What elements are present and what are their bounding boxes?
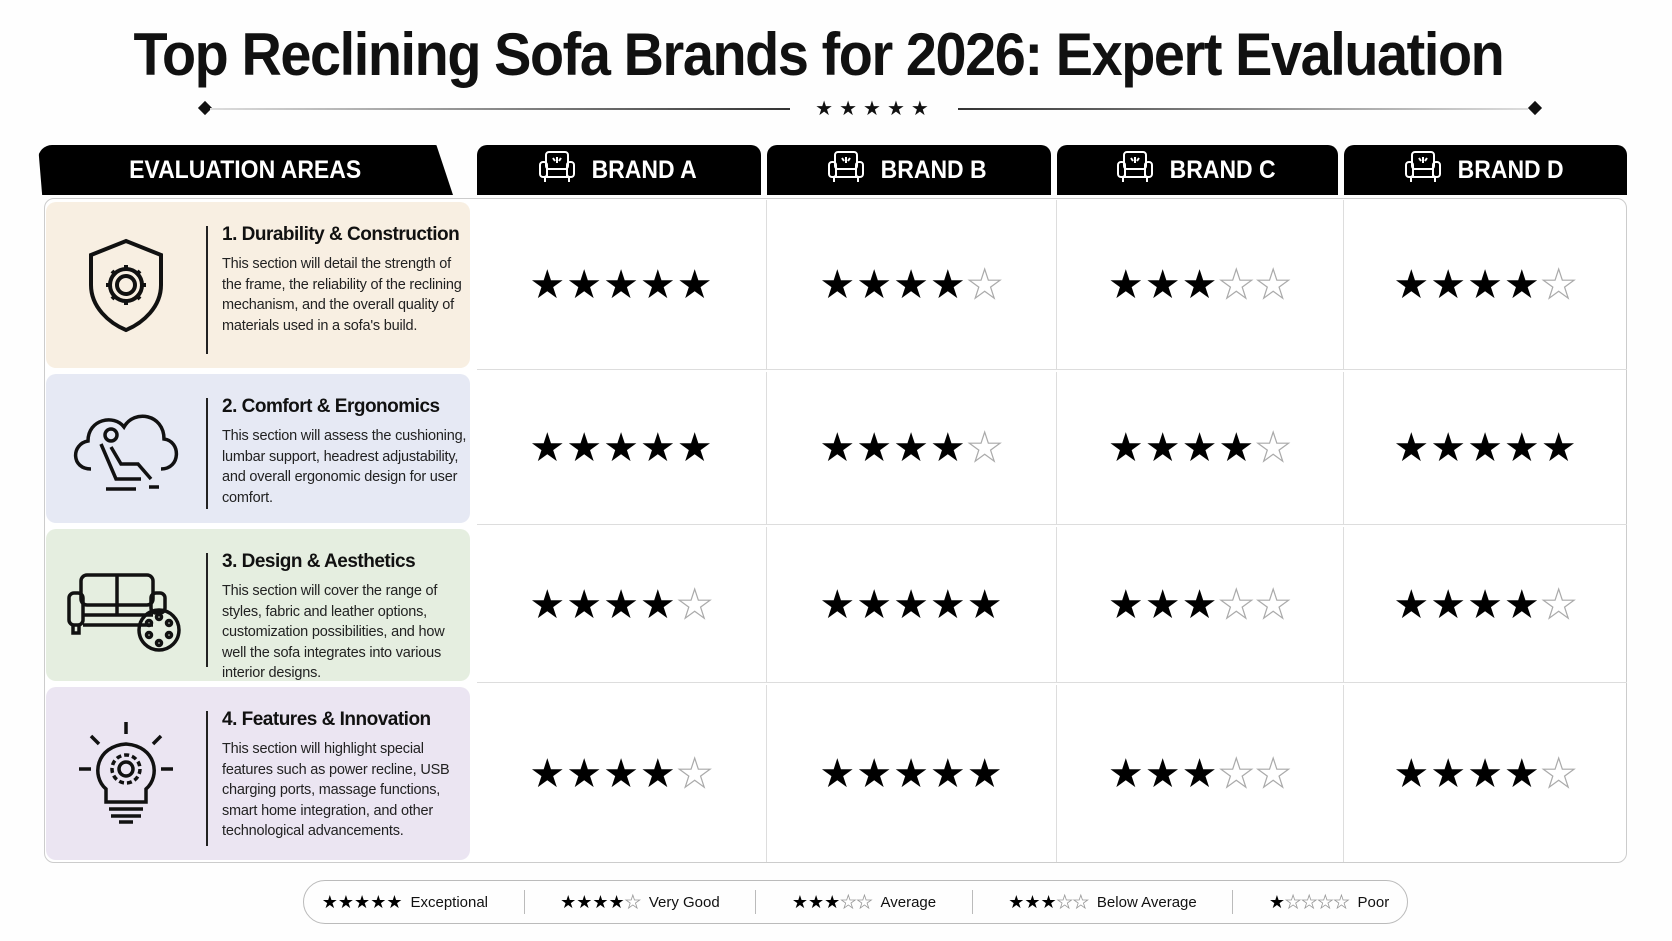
rating-cell: ★★★★★ (1344, 200, 1627, 370)
area-description: This section will highlight special feat… (222, 741, 450, 839)
legend-label: Very Good (648, 893, 720, 911)
armchair-icon (1403, 149, 1453, 192)
armchair-icon (537, 149, 587, 192)
star-rating: ★★★★★ (791, 891, 873, 912)
legend-label: Exceptional (410, 893, 489, 911)
area-description: This section will cover the range of sty… (222, 583, 445, 681)
shield-gear-icon (46, 235, 206, 335)
star-rating: ★★★★★ (560, 891, 641, 912)
star-rating: ★★★★★ (1268, 891, 1350, 912)
title-divider: ★★★★★ (197, 98, 1543, 120)
star-rating: ★★★★★ (1107, 582, 1293, 627)
rating-cell: ★★★★★ (477, 200, 767, 370)
rating-cell: ★★★★★ (1057, 527, 1344, 683)
recliner-cloud-icon (46, 399, 206, 499)
area-title: 4. Features & Innovation (222, 709, 431, 730)
rating-cell: ★★★★★ (1057, 372, 1344, 525)
rating-cell: ★★★★★ (1057, 685, 1344, 862)
brand-header-c: BRAND C (1057, 145, 1338, 195)
star-rating: ★★★★★ (529, 426, 714, 470)
star-rating: ★★★★★ (819, 582, 1004, 627)
rating-cell: ★★★★★ (767, 200, 1057, 370)
rating-cell: ★★★★★ (767, 685, 1057, 862)
star-rating: ★★★★★ (1008, 891, 1089, 912)
evaluation-area-2: 2. Comfort & Ergonomics This section will… (46, 374, 470, 523)
legend-item: ★★★★★ Very Good (560, 891, 720, 913)
evaluation-area-4: 4. Features & Innovation This section wil… (46, 687, 470, 860)
legend-label: Average (880, 893, 937, 911)
rating-cell: ★★★★★ (1344, 527, 1627, 683)
legend-item: ★★★★★ Poor (1268, 891, 1390, 913)
star-rating: ★★★★★ (529, 262, 714, 307)
star-rating: ★★★★★ (1107, 262, 1293, 307)
area-description: This section will assess the cushioning,… (222, 428, 467, 506)
rating-cell: ★★★★★ (477, 685, 767, 862)
star-rating: ★★★★★ (321, 891, 403, 912)
rating-cell: ★★★★★ (1344, 685, 1627, 862)
rating-cell: ★★★★★ (767, 527, 1057, 683)
star-rating: ★★★★★ (1393, 262, 1578, 307)
brand-header-b: BRAND B (767, 145, 1051, 195)
legend-item: ★★★★★ Average (791, 891, 937, 913)
star-rating: ★★★★★ (1107, 751, 1293, 796)
legend-label: Poor (1357, 893, 1390, 911)
legend-label: Below Average (1096, 893, 1197, 911)
rating-cell: ★★★★★ (1057, 200, 1344, 370)
rating-cell: ★★★★★ (767, 372, 1057, 525)
armchair-icon (826, 149, 876, 192)
evaluation-areas-header: EVALUATION AREAS (38, 145, 453, 195)
rating-cell: ★★★★★ (1344, 372, 1627, 525)
star-rating: ★★★★★ (819, 751, 1004, 796)
star-rating: ★★★★★ (1393, 582, 1578, 627)
star-rating: ★★★★★ (1107, 425, 1293, 470)
legend-item: ★★★★★ Below Average (1008, 891, 1197, 913)
area-description: This section will detail the strength of… (222, 256, 462, 334)
rating-cell: ★★★★★ (477, 372, 767, 525)
brand-header-d: BRAND D (1344, 145, 1627, 195)
star-rating: ★★★★★ (819, 425, 1004, 470)
star-rating: ★★★★★ (529, 582, 714, 627)
divider-stars: ★★★★★ (815, 98, 935, 120)
evaluation-area-3: 3. Design & Aesthetics This section will … (46, 529, 470, 681)
sofa-swatch-icon (46, 555, 206, 655)
star-rating: ★★★★★ (1393, 426, 1578, 470)
page-title: Top Reclining Sofa Brands for 2026: Expe… (133, 21, 1504, 88)
legend-item: ★★★★★ Exceptional (322, 892, 488, 913)
star-rating: ★★★★★ (1393, 751, 1578, 796)
star-rating: ★★★★★ (819, 262, 1004, 307)
brand-header-a: BRAND A (477, 145, 761, 195)
armchair-icon (1115, 149, 1165, 192)
area-title: 2. Comfort & Ergonomics (222, 396, 440, 417)
star-rating: ★★★★★ (529, 751, 714, 796)
rating-cell: ★★★★★ (477, 527, 767, 683)
rating-legend: ★★★★★ Exceptional ★★★★★ Very Good ★★★★★ Avera… (303, 880, 1408, 924)
lightbulb-gear-icon (46, 714, 206, 834)
area-title: 1. Durability & Construction (222, 224, 460, 245)
evaluation-area-1: 1. Durability & Construction This section… (46, 202, 470, 368)
area-title: 3. Design & Aesthetics (222, 551, 416, 572)
diamond-icon (1527, 100, 1543, 116)
